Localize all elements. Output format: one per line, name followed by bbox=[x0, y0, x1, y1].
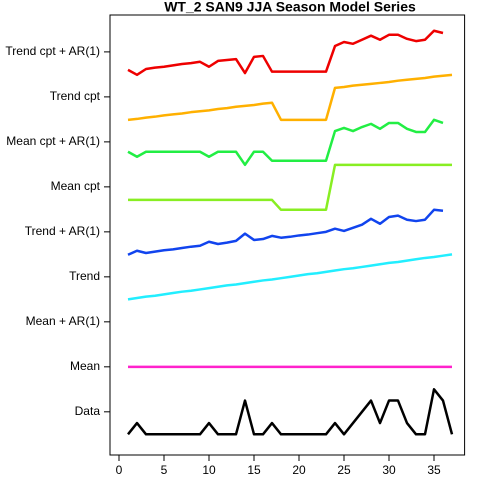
y-tick-label: Trend + AR(1) bbox=[25, 224, 100, 238]
series-line bbox=[127, 208, 444, 256]
series-line bbox=[127, 253, 453, 301]
series-line bbox=[127, 118, 444, 167]
x-tick-label: 30 bbox=[382, 463, 396, 477]
series-line bbox=[128, 163, 452, 212]
y-tick-label: Mean + AR(1) bbox=[26, 314, 100, 328]
y-tick-label: Trend bbox=[69, 269, 100, 283]
chart-title: WT_2 SAN9 JJA Season Model Series bbox=[164, 0, 416, 15]
plot-frame bbox=[109, 14, 466, 456]
x-tick-label: 10 bbox=[202, 463, 216, 477]
series-line bbox=[127, 388, 454, 436]
y-tick-label: Mean cpt bbox=[51, 179, 101, 193]
y-tick-label: Trend cpt bbox=[50, 89, 101, 103]
y-tick-label: Trend cpt + AR(1) bbox=[5, 44, 100, 58]
y-tick-label: Mean bbox=[70, 359, 100, 373]
x-tick-label: 25 bbox=[337, 463, 351, 477]
x-tick-label: 20 bbox=[292, 463, 306, 477]
x-tick-label: 35 bbox=[427, 463, 441, 477]
x-tick-label: 15 bbox=[247, 463, 261, 477]
y-tick-label: Mean cpt + AR(1) bbox=[6, 134, 100, 148]
series-line bbox=[127, 29, 444, 77]
x-tick-label: 5 bbox=[161, 463, 168, 477]
y-tick-label: Data bbox=[75, 404, 101, 418]
x-tick-label: 0 bbox=[116, 463, 123, 477]
series-line bbox=[127, 73, 453, 122]
